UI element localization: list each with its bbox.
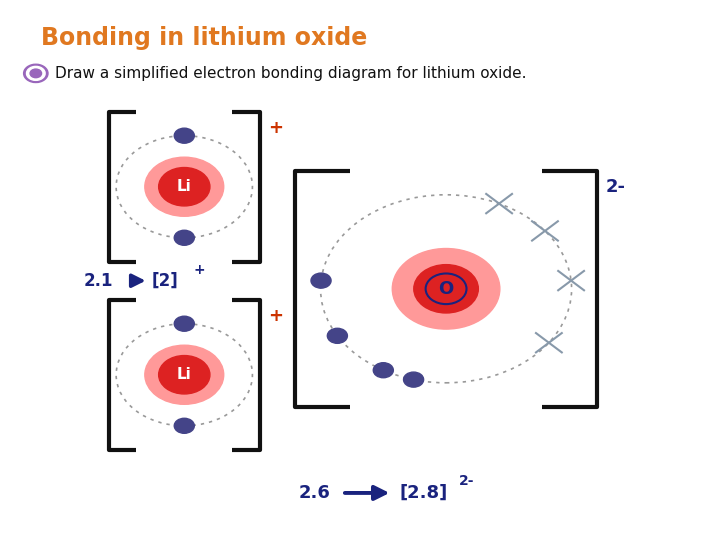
Text: 2.1: 2.1 [84,272,113,290]
Text: Draw a simplified electron bonding diagram for lithium oxide.: Draw a simplified electron bonding diagr… [55,66,527,81]
Circle shape [328,328,348,343]
Circle shape [158,167,210,206]
Circle shape [174,418,194,433]
Text: Li: Li [177,367,192,382]
Circle shape [30,69,42,78]
Circle shape [158,355,210,394]
Text: [2.8]: [2.8] [400,484,448,502]
Text: Bonding in lithium oxide: Bonding in lithium oxide [41,25,367,50]
Text: Li: Li [177,179,192,194]
Circle shape [145,345,224,404]
Text: [2]: [2] [152,272,179,290]
Circle shape [174,128,194,143]
Text: O: O [438,280,454,298]
Circle shape [392,248,500,329]
Circle shape [403,372,423,387]
Text: +: + [268,119,283,137]
Text: +: + [194,263,205,277]
Text: 2-: 2- [606,178,625,195]
Text: 2.6: 2.6 [299,484,331,502]
Circle shape [414,265,478,313]
Text: 2-: 2- [459,474,474,488]
Circle shape [174,230,194,245]
Circle shape [174,316,194,331]
Circle shape [311,273,331,288]
Circle shape [373,363,393,378]
Circle shape [145,157,224,217]
Text: +: + [268,307,283,325]
